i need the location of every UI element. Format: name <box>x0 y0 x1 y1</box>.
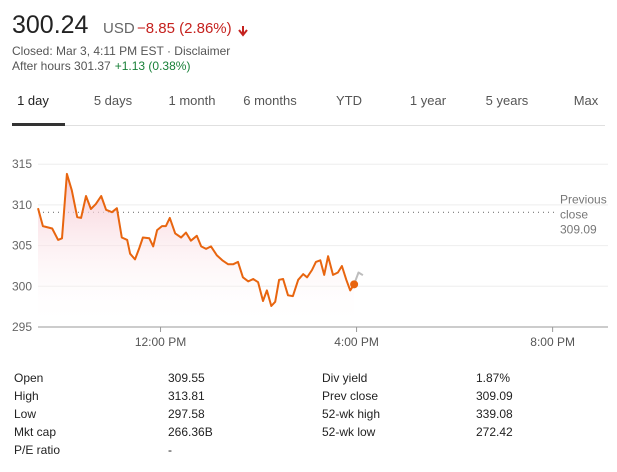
y-tick-label: 300 <box>12 279 32 293</box>
stat-label: High <box>14 389 39 403</box>
tab[interactable]: 5 days <box>94 93 133 108</box>
stat-value: 309.55 <box>168 371 205 385</box>
stat-label: P/E ratio <box>14 443 60 457</box>
after-hours-line <box>353 271 364 285</box>
y-tick-label: 315 <box>12 157 32 171</box>
x-tick-label: 12:00 PM <box>135 335 186 349</box>
price-change: −8.85 (2.86%) <box>137 20 232 37</box>
tab[interactable]: YTD <box>336 93 362 108</box>
stat-label: Low <box>14 407 36 421</box>
stat-value: 266.36B <box>168 425 213 439</box>
tab[interactable]: 1 month <box>169 93 216 108</box>
tab-bar: 1 day 5 days 1 month 6 months YTD 1 year 5 yea… <box>12 93 599 126</box>
stat-value: 1.87% <box>476 371 510 385</box>
tab[interactable]: Max <box>574 93 599 108</box>
stat-value: 313.81 <box>168 389 205 403</box>
stats-table: Open 309.55 Div yield 1.87% High 313.81 Prev c… <box>14 371 513 457</box>
after-hours-price: After hours 301.37 <box>12 59 111 73</box>
y-tick-label: 310 <box>12 198 32 212</box>
tab-selected-indicator <box>12 123 65 126</box>
tab[interactable]: 5 years <box>486 93 529 108</box>
currency: USD <box>103 20 135 37</box>
stat-value: 297.58 <box>168 407 205 421</box>
after-hours-change: +1.13 (0.38%) <box>115 59 191 73</box>
previous-close-label: Previous <box>560 192 607 206</box>
stat-label: Open <box>14 371 43 385</box>
tab[interactable]: 1 year <box>410 93 447 108</box>
last-price-dot <box>350 280 359 289</box>
tab[interactable]: 1 day <box>17 93 49 108</box>
previous-close-label: close <box>560 207 588 221</box>
price: 300.24 <box>12 11 89 39</box>
y-tick-label: 295 <box>12 320 32 334</box>
stat-label: Mkt cap <box>14 425 56 439</box>
tab[interactable]: 6 months <box>243 93 297 108</box>
price-line <box>37 172 355 307</box>
stat-value: 272.42 <box>476 425 513 439</box>
stat-label: 52-wk low <box>322 425 376 439</box>
stat-label: Prev close <box>322 389 378 403</box>
x-tick-label: 4:00 PM <box>334 335 379 349</box>
chart: 295 300 305 310 315 12:00 PM 4:00 PM 8:00 PM Pre… <box>12 157 608 349</box>
x-tick-label: 8:00 PM <box>530 335 575 349</box>
stat-value: - <box>168 443 172 457</box>
stat-label: 52-wk high <box>322 407 380 421</box>
market-status: Closed: Mar 3, 4:11 PM EST · Disclaimer <box>12 44 230 58</box>
stat-value: 309.09 <box>476 389 513 403</box>
down-arrow-icon <box>238 26 248 37</box>
stat-value: 339.08 <box>476 407 513 421</box>
stat-label: Div yield <box>322 371 367 385</box>
previous-close-value: 309.09 <box>560 222 597 236</box>
y-tick-label: 305 <box>12 239 32 253</box>
